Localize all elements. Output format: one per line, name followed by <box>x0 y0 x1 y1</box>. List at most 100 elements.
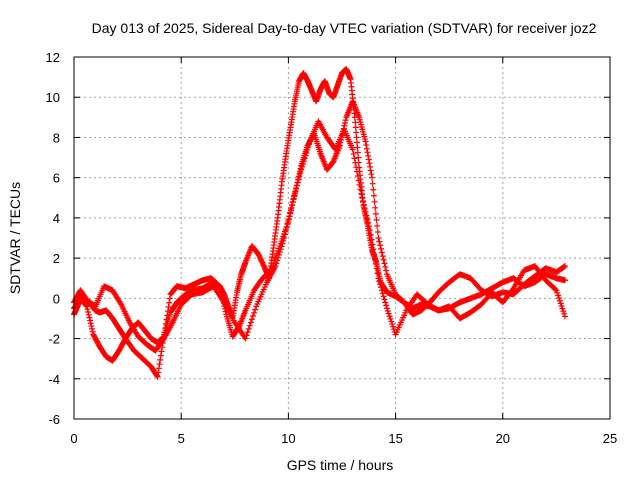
data-point <box>556 297 563 304</box>
data-point <box>368 236 375 243</box>
data-point <box>287 209 294 216</box>
data-point <box>289 198 296 205</box>
data-point <box>555 292 562 299</box>
data-point <box>382 299 389 306</box>
data-point <box>381 260 388 267</box>
data-point <box>303 149 310 156</box>
data-point <box>280 237 287 244</box>
data-point <box>561 277 568 284</box>
data-point <box>377 242 384 249</box>
data-point <box>165 303 172 310</box>
data-point <box>252 306 259 313</box>
data-point <box>360 197 367 204</box>
data-point <box>369 174 376 181</box>
data-point <box>375 275 382 282</box>
data-point <box>89 328 96 335</box>
data-point <box>301 155 308 162</box>
data-point <box>251 309 258 316</box>
data-point <box>245 325 252 332</box>
data-point <box>376 278 383 285</box>
data-point <box>367 167 374 174</box>
data-point <box>163 316 170 323</box>
data-point <box>382 263 389 270</box>
data-point <box>378 249 385 256</box>
data-point <box>362 138 369 145</box>
data-point <box>275 254 282 261</box>
data-point <box>275 251 282 258</box>
data-point <box>83 303 90 310</box>
data-point <box>373 216 380 223</box>
data-point <box>384 305 391 312</box>
data-point <box>222 308 229 315</box>
data-point <box>559 305 566 312</box>
data-point <box>282 227 289 234</box>
data-point <box>353 164 360 171</box>
data-point <box>273 260 280 267</box>
data-point <box>388 318 395 325</box>
data-point <box>370 186 377 193</box>
data-point <box>88 323 95 330</box>
data-point <box>374 228 381 235</box>
y-tick-label: 10 <box>46 90 60 105</box>
data-point <box>278 243 285 250</box>
data-point <box>561 313 568 320</box>
x-tick-label: 5 <box>178 431 185 446</box>
data-point <box>342 117 349 124</box>
data-point <box>294 179 301 186</box>
data-point <box>351 155 358 162</box>
data-point <box>390 323 397 330</box>
chart-title: Day 013 of 2025, Sidereal Day-to-day VTE… <box>92 20 597 36</box>
data-point <box>561 263 568 270</box>
data-point <box>274 257 281 264</box>
data-point <box>372 204 379 211</box>
data-point <box>374 222 381 229</box>
data-point <box>166 299 173 306</box>
data-point <box>296 173 303 180</box>
data-point <box>364 216 371 223</box>
data-point <box>375 235 382 241</box>
data-point <box>283 224 290 231</box>
data-point <box>356 181 363 188</box>
data-point <box>378 245 385 252</box>
data-point <box>84 306 91 313</box>
data-point <box>293 185 300 192</box>
data-point <box>380 293 387 300</box>
data-point <box>288 202 295 209</box>
data-point <box>354 144 361 151</box>
y-tick-label: 2 <box>53 251 60 266</box>
data-point <box>370 246 377 253</box>
data-point <box>372 260 379 267</box>
data-point <box>362 208 369 215</box>
data-point <box>357 186 364 193</box>
data-point <box>164 308 171 315</box>
data-point <box>86 314 93 321</box>
data-point <box>156 361 163 368</box>
y-tick-label: 4 <box>53 211 60 226</box>
data-point <box>85 311 92 318</box>
data-point <box>293 182 300 189</box>
data-point <box>380 256 387 263</box>
data-point <box>552 286 559 293</box>
data-point <box>365 219 372 226</box>
data-point <box>154 373 161 380</box>
x-tick-label: 20 <box>496 431 510 446</box>
data-point <box>358 190 365 197</box>
y-tick-label: -2 <box>48 332 60 347</box>
data-point <box>299 163 306 170</box>
y-tick-label: -6 <box>48 412 60 427</box>
data-point <box>355 177 362 184</box>
data-point <box>561 310 568 317</box>
data-point <box>354 168 361 175</box>
data-point <box>389 321 396 328</box>
data-point <box>363 145 370 152</box>
data-point <box>366 160 373 167</box>
data-point <box>383 267 390 274</box>
data-point <box>87 317 94 324</box>
grid-lines <box>74 57 610 419</box>
y-tick-label: 8 <box>53 130 60 145</box>
data-point <box>342 119 349 126</box>
data-point <box>387 315 394 322</box>
data-point <box>85 309 92 316</box>
data-point <box>87 320 94 327</box>
